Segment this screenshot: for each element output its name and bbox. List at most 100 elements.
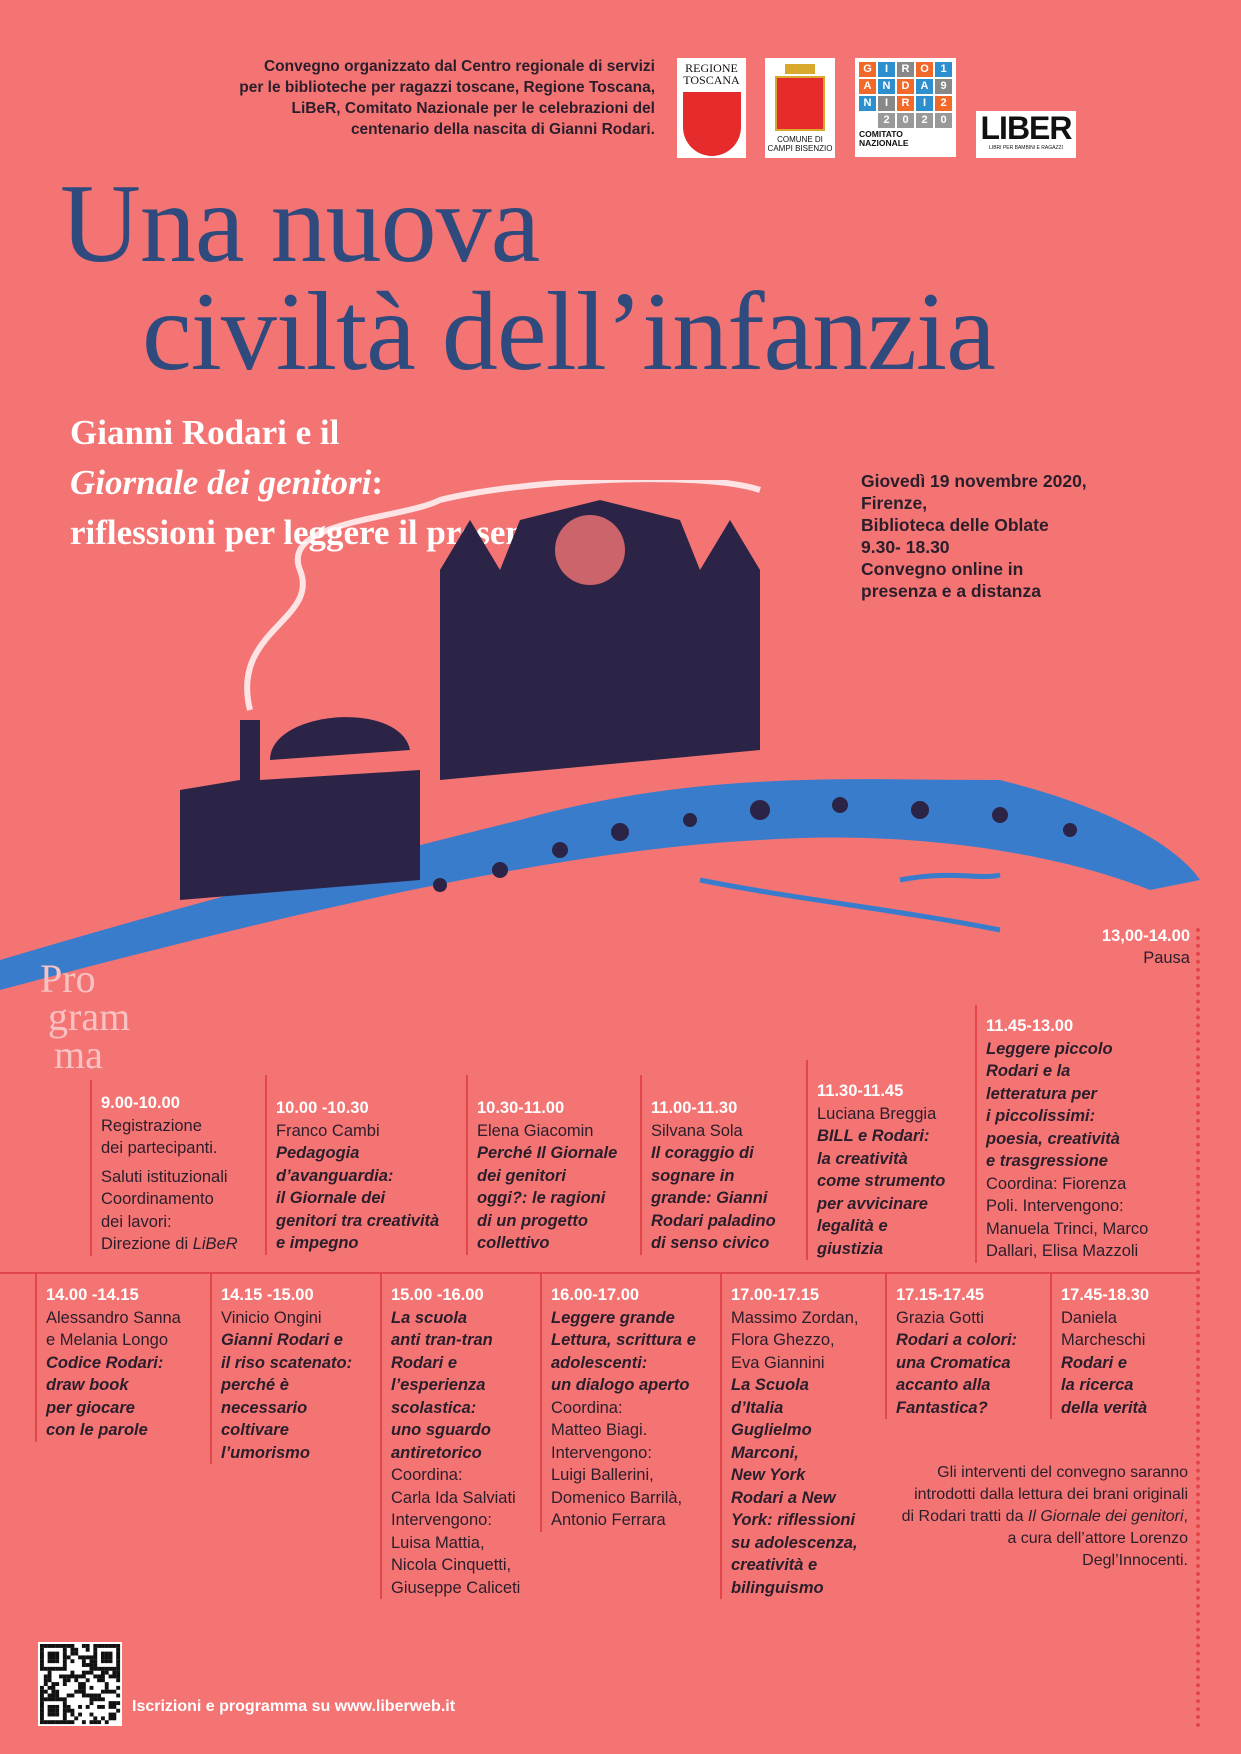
session-block: 10.00 -10.30 Franco Cambi Pedagogia d’avang… bbox=[265, 1075, 460, 1255]
session-speaker: Elena Giacomin bbox=[477, 1121, 594, 1140]
session-title: i piccolissimi: bbox=[986, 1107, 1096, 1125]
session-title: antiretorico bbox=[391, 1443, 482, 1462]
session-title: l’umorismo bbox=[221, 1443, 310, 1462]
session-time: 11.30-11.45 bbox=[817, 1082, 904, 1100]
session-info: Luigi Ballerini, bbox=[551, 1466, 654, 1484]
session-title: su adolescenza, bbox=[731, 1533, 858, 1552]
session-time: 11.00-11.30 bbox=[651, 1099, 738, 1117]
session-title: Rodari e bbox=[391, 1353, 458, 1372]
session-speaker: Flora Ghezzo, bbox=[731, 1331, 835, 1349]
session-speaker: Marcheschi bbox=[1061, 1331, 1146, 1349]
session-title: letteratura per bbox=[986, 1084, 1097, 1103]
registration-link[interactable]: Iscrizioni e programma su www.liberweb.i… bbox=[132, 1698, 456, 1715]
session-info: Antonio Ferrara bbox=[551, 1511, 666, 1529]
session-title: accanto alla bbox=[896, 1376, 991, 1394]
session-title: La Scuola bbox=[731, 1376, 809, 1394]
giro-cell: 1 bbox=[935, 62, 952, 77]
session-title: uno sguardo bbox=[391, 1421, 491, 1439]
session-block: 14.00 -14.15 Alessandro Sanna e Melania Lo… bbox=[35, 1272, 205, 1442]
session-block: 17.00-17.15 Massimo Zordan, Flora Ghezzo, E… bbox=[720, 1272, 885, 1599]
session-title: adolescenti: bbox=[551, 1353, 648, 1372]
session-info: Dallari, Elisa Mazzoli bbox=[986, 1242, 1139, 1260]
session-time: 11.45-13.00 bbox=[986, 1017, 1074, 1035]
giro-cell: I bbox=[916, 96, 933, 111]
session-info: Coordina: bbox=[551, 1398, 623, 1417]
session-info: Manuela Trinci, Marco bbox=[986, 1219, 1149, 1238]
session-block: 15.00 -16.00 La scuola anti tran-tran Rodar… bbox=[380, 1272, 540, 1599]
session-title: Lettura, scrittura e bbox=[551, 1331, 696, 1349]
session-info: Coordina: bbox=[391, 1466, 463, 1484]
session-title: collettivo bbox=[477, 1234, 550, 1252]
session-time: 14.15 -15.00 bbox=[221, 1286, 314, 1304]
session-time: 10.30-11.00 bbox=[477, 1099, 565, 1117]
session-title: Fantastica? bbox=[896, 1398, 988, 1417]
session-speaker: Silvana Sola bbox=[651, 1121, 743, 1140]
session-title: poesia, creatività bbox=[986, 1129, 1120, 1148]
session-time: 17.15-17.45 bbox=[896, 1286, 985, 1304]
session-time: 15.00 -16.00 bbox=[391, 1286, 484, 1304]
session-block: 14.15 -15.00 Vinicio Ongini Gianni Rodari … bbox=[210, 1272, 380, 1464]
session-title: Rodari a colori: bbox=[896, 1331, 1018, 1349]
session-time: 16.00-17.00 bbox=[551, 1286, 640, 1304]
session-title: Leggere piccolo bbox=[986, 1039, 1113, 1058]
session-info: Domenico Barrilà, bbox=[551, 1488, 683, 1507]
train-cathedral-illustration bbox=[0, 480, 1200, 990]
session-title: perché è bbox=[221, 1376, 289, 1394]
session-block: 11.00-11.30 Silvana Sola Il coraggio di sog… bbox=[640, 1075, 800, 1255]
giro-cell: 9 bbox=[935, 79, 952, 94]
session-title: Rodari e la bbox=[986, 1062, 1071, 1080]
qr-code[interactable] bbox=[38, 1642, 122, 1726]
session-info: Poli. Intervengono: bbox=[986, 1197, 1124, 1215]
session-block: 17.45-18.30 Daniela Marcheschi Rodari e la r… bbox=[1050, 1272, 1190, 1419]
session-title: Il coraggio di bbox=[651, 1144, 754, 1162]
session-speaker: Daniela bbox=[1061, 1308, 1117, 1327]
session-title: di un progetto bbox=[477, 1211, 588, 1230]
organizer-text: Convegno organizzato dal Centro regional… bbox=[239, 58, 655, 138]
session-text: Registrazione bbox=[101, 1116, 202, 1135]
session-info: Nicola Cinquetti, bbox=[391, 1556, 512, 1574]
giro-cell bbox=[859, 113, 876, 128]
session-title: di senso civico bbox=[651, 1234, 770, 1252]
liber-italic: LiBeR bbox=[192, 1235, 238, 1253]
giro-cell: A bbox=[859, 79, 876, 94]
logo-comune-campi-bisenzio: COMUNE DI CAMPI BISENZIO bbox=[765, 58, 835, 158]
session-title: una Cromatica bbox=[896, 1353, 1011, 1372]
event-info: Giovedì 19 novembre 2020, Firenze, Bibliot… bbox=[861, 471, 1087, 601]
giro-cell: 2 bbox=[878, 113, 895, 128]
session-title: d’avanguardia: bbox=[276, 1166, 394, 1185]
session-title: dei genitori bbox=[477, 1166, 566, 1185]
session-title: giustizia bbox=[817, 1239, 884, 1258]
session-speaker: Grazia Gotti bbox=[896, 1308, 985, 1327]
giro-cell: 2 bbox=[935, 96, 952, 111]
session-extra-line: dei lavori: bbox=[101, 1212, 172, 1231]
dotted-divider bbox=[1196, 928, 1200, 1728]
session-extra-line: Direzione di LiBeR bbox=[101, 1235, 238, 1253]
session-title: l’esperienza bbox=[391, 1376, 486, 1394]
session-info: Luisa Mattia, bbox=[391, 1533, 485, 1552]
session-extra-line: Saluti istituzionali bbox=[101, 1167, 228, 1186]
session-time: 10.00 -10.30 bbox=[276, 1099, 369, 1117]
session-speaker: Massimo Zordan, bbox=[731, 1308, 859, 1327]
session-title: Pedagogia bbox=[276, 1144, 360, 1162]
session-speaker: e Melania Longo bbox=[46, 1331, 169, 1349]
session-title: Rodari paladino bbox=[651, 1211, 776, 1230]
session-title: Guglielmo bbox=[731, 1421, 812, 1439]
session-info: Intervengono: bbox=[391, 1511, 492, 1529]
session-title: Rodari a New bbox=[731, 1488, 836, 1507]
session-speaker: Luciana Breggia bbox=[817, 1104, 937, 1123]
note-text: Gli interventi del convegno saranno intr… bbox=[901, 1464, 1188, 1569]
giro-cell: O bbox=[916, 62, 933, 77]
session-info: Matteo Biagi. bbox=[551, 1421, 648, 1439]
session-title: e trasgressione bbox=[986, 1152, 1108, 1170]
session-title: la ricerca bbox=[1061, 1376, 1134, 1394]
logo-regione-toscana: REGIONE TOSCANA bbox=[677, 58, 746, 158]
session-title: d’Italia bbox=[731, 1398, 784, 1417]
session-extra-line: Coordinamento bbox=[101, 1190, 214, 1208]
session-title: il riso scatenato: bbox=[221, 1353, 353, 1372]
session-title: draw book bbox=[46, 1376, 129, 1394]
session-title: un dialogo aperto bbox=[551, 1376, 690, 1394]
session-title: legalità e bbox=[817, 1217, 888, 1235]
session-info: Intervengono: bbox=[551, 1443, 652, 1462]
giro-cell: N bbox=[859, 96, 876, 111]
